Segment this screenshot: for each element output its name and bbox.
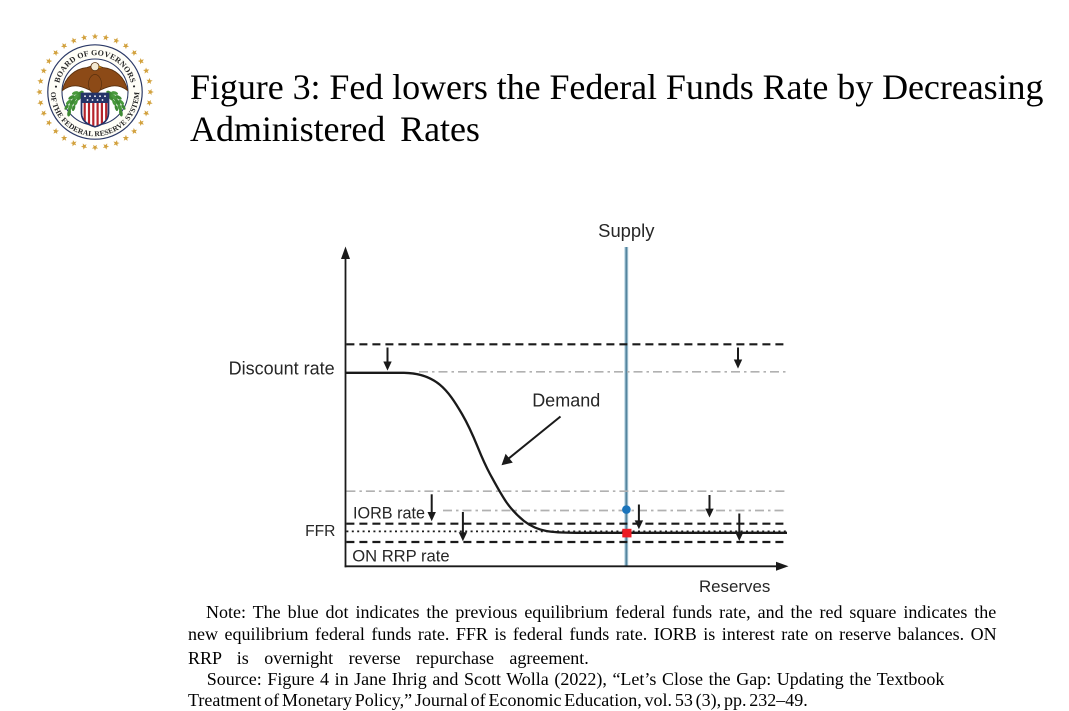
demand-label: Demand: [532, 391, 600, 411]
figure-title-line1: Figure 3: Fed lowers the Federal Funds R…: [190, 67, 1044, 107]
previous-equilibrium-blue-dot: [622, 505, 631, 514]
ffr-label: FFR: [305, 523, 335, 540]
source-line: Source: Figure 4 in Jane Ihrig and Scott…: [206, 668, 945, 689]
reserves-label: Reserves: [699, 577, 770, 596]
y-axis-arrowhead: [341, 246, 350, 259]
rate-decrease-arrows: [383, 347, 744, 542]
x-axis-arrowhead: [776, 561, 789, 571]
supply-label: Supply: [598, 220, 655, 241]
discount-rate-label: Discount rate: [229, 359, 335, 379]
seal-shield: [80, 92, 110, 128]
source-line: Treatment of Monetary Policy,” Journal o…: [188, 690, 808, 711]
figure-title-line2: Administered Rates: [190, 109, 480, 150]
federal-reserve-seal: • BOARD OF GOVERNORS • OF THE FEDERAL RE…: [36, 33, 154, 151]
on-rrp-rate-label: ON RRP rate: [352, 547, 449, 566]
iorb-rate-label: IORB rate: [353, 505, 425, 523]
note-line: new equilibrium federal funds rate. FFR …: [188, 624, 997, 645]
new-equilibrium-red-square: [622, 528, 632, 538]
demand-pointer-arrow: [501, 415, 562, 466]
seal-eagle: [61, 62, 129, 95]
demand-curve: [346, 371, 787, 534]
figure-title: Figure 3: Fed lowers the Federal Funds R…: [190, 66, 1069, 150]
note-line: Note: The blue dot indicates the previou…: [206, 601, 997, 622]
note-line: RRP is overnight reverse repurchase agre…: [188, 647, 589, 668]
